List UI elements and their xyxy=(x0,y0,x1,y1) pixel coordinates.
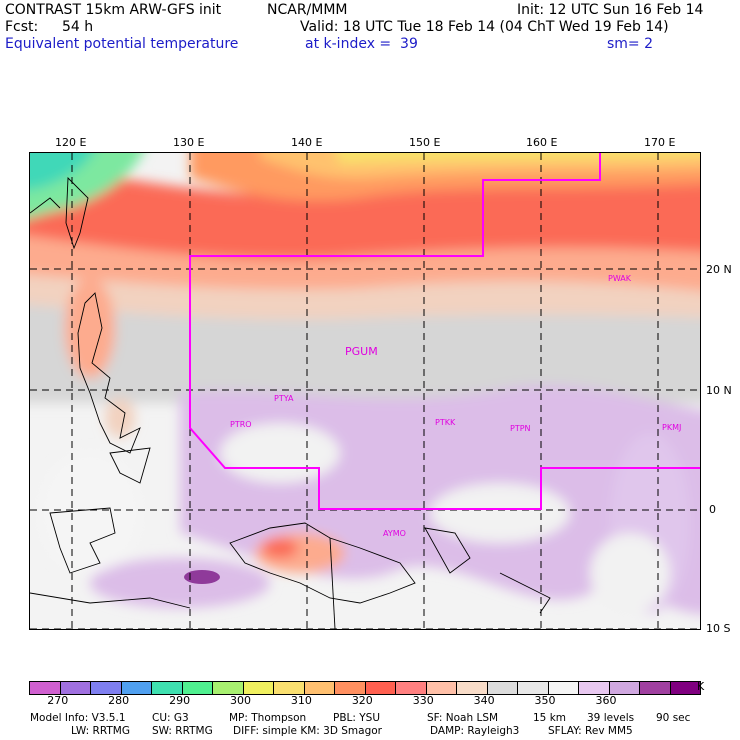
station-label: PTKK xyxy=(435,418,456,427)
colorbar-swatch xyxy=(670,682,700,694)
colorbar-swatch xyxy=(274,682,305,694)
footer-info: SF: Noah LSM xyxy=(427,712,499,724)
colorbar-swatch xyxy=(365,682,396,694)
lon-label: 170 E xyxy=(644,136,676,149)
org-label: NCAR/MMM xyxy=(267,2,348,18)
colorbar-swatch xyxy=(609,682,640,694)
colorbar-labels: 270 280 290 300 310 320 330 340 350 360 K xyxy=(29,680,709,708)
colorbar-swatch xyxy=(518,682,549,694)
colorbar-swatch xyxy=(30,682,61,694)
colorbar-swatch xyxy=(304,682,335,694)
footer-info: 90 sec xyxy=(656,712,691,724)
valid-time: Valid: 18 UTC Tue 18 Feb 14 (04 ChT Wed … xyxy=(300,19,669,35)
colorbar-swatch xyxy=(152,682,183,694)
lat-label: 0 xyxy=(709,503,716,516)
colorbar-swatch xyxy=(457,682,488,694)
field-name: Equivalent potential temperature xyxy=(5,36,239,52)
footer-info: CU: G3 xyxy=(152,712,189,724)
colorbar-swatch xyxy=(243,682,274,694)
colorbar-tick-label: 280 xyxy=(108,694,130,707)
colorbar xyxy=(29,681,701,695)
min-theta-patch xyxy=(184,570,220,584)
region-boundary xyxy=(189,153,700,510)
station-label: AYMO xyxy=(383,529,406,538)
graticule xyxy=(30,153,700,629)
colorbar-swatch xyxy=(60,682,91,694)
lon-label: 130 E xyxy=(173,136,205,149)
lon-label: 120 E xyxy=(55,136,87,149)
footer-info: Model Info: V3.5.1 xyxy=(30,712,126,724)
colorbar-tick-label: 300 xyxy=(230,694,251,707)
init-time: Init: 12 UTC Sun 16 Feb 14 xyxy=(517,2,704,18)
colorbar-swatch xyxy=(182,682,213,694)
footer-info: SFLAY: Rev MM5 xyxy=(548,725,633,737)
footer-info: DIFF: simple KM: 3D Smagor xyxy=(233,725,382,737)
colorbar-tick-label: 290 xyxy=(169,694,191,707)
lon-label: 160 E xyxy=(526,136,558,149)
map-svg: PWAK PGUM PTYA PTRO PTKK PTPN PKMJ AYMO xyxy=(30,153,700,629)
colorbar-swatch xyxy=(426,682,457,694)
lat-label: 10 S xyxy=(706,622,731,635)
station-label: PWAK xyxy=(608,274,632,283)
fcst-label: Fcst: xyxy=(5,19,39,35)
colorbar-swatch xyxy=(579,682,610,694)
footer-info: 39 levels xyxy=(587,712,635,724)
lon-label: 140 E xyxy=(291,136,323,149)
colorbar-swatch xyxy=(91,682,122,694)
footer-info: MP: Thompson xyxy=(229,712,307,724)
coastlines xyxy=(30,176,551,629)
colorbar-tick-label: 270 xyxy=(47,694,69,707)
colorbar-tick-label: 330 xyxy=(412,694,434,707)
lat-label: 20 N xyxy=(706,263,732,276)
footer-info: 15 km xyxy=(533,712,567,724)
colorbar-tick-label: 310 xyxy=(290,694,312,707)
station-label: PTYA xyxy=(274,394,294,403)
colorbar-tick-label: 320 xyxy=(351,694,373,707)
colorbar-swatch xyxy=(396,682,427,694)
footer-info: PBL: YSU xyxy=(333,712,381,724)
map-frame xyxy=(29,152,701,630)
lon-label: 150 E xyxy=(409,136,441,149)
colorbar-tick-label: 350 xyxy=(534,694,556,707)
colorbar-unit: K xyxy=(697,680,705,693)
fcst-value: 54 h xyxy=(62,19,94,35)
footer-info: LW: RRTMG xyxy=(71,725,130,737)
station-label: PGUM xyxy=(345,345,378,358)
footer-info: SW: RRTMG xyxy=(152,725,213,737)
model-title: CONTRAST 15km ARW-GFS init xyxy=(5,2,222,18)
colorbar-swatch xyxy=(487,682,518,694)
map-panel: PWAK PGUM PTYA PTRO PTKK PTPN PKMJ AYMO xyxy=(30,153,700,629)
smoothing-label: sm= 2 xyxy=(607,36,654,52)
station-label: PTPN xyxy=(510,424,531,433)
lat-label: 10 N xyxy=(706,384,732,397)
colorbar-tick-label: 340 xyxy=(473,694,495,707)
colorbar-swatch xyxy=(640,682,671,694)
colorbar-swatch xyxy=(213,682,244,694)
colorbar-swatch xyxy=(335,682,366,694)
station-label: PKMJ xyxy=(662,423,681,432)
footer-info: DAMP: Rayleigh3 xyxy=(430,725,520,737)
station-label: PTRO xyxy=(230,420,252,429)
colorbar-swatch xyxy=(121,682,152,694)
colorbar-swatch xyxy=(548,682,579,694)
colorbar-tick-label: 360 xyxy=(595,694,617,707)
level-label: at k-index = 39 xyxy=(305,36,418,52)
